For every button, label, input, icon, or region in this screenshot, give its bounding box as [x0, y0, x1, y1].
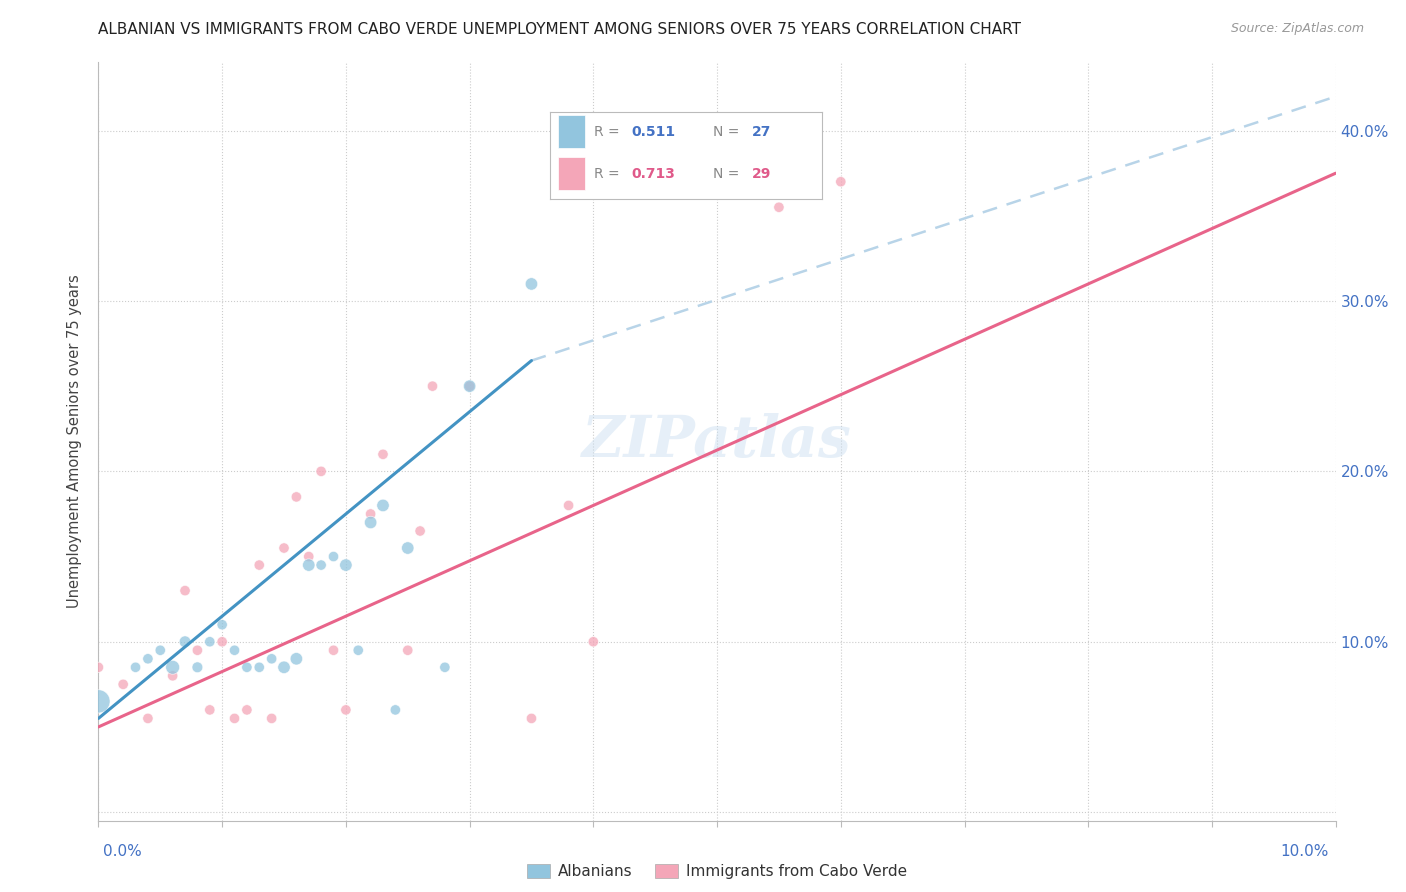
- Point: [136, 711, 159, 725]
- Point: [520, 277, 543, 291]
- Point: [112, 677, 135, 691]
- Point: [211, 617, 233, 632]
- Text: Source: ZipAtlas.com: Source: ZipAtlas.com: [1230, 22, 1364, 36]
- Point: [322, 549, 344, 564]
- Point: [409, 524, 432, 538]
- Point: [371, 447, 394, 461]
- Point: [124, 660, 146, 674]
- Point: [224, 711, 246, 725]
- Point: [174, 634, 197, 648]
- Point: [87, 694, 110, 708]
- Point: [247, 558, 270, 572]
- Point: [174, 583, 197, 598]
- Text: 0.0%: 0.0%: [103, 845, 142, 859]
- Point: [768, 200, 790, 214]
- Point: [198, 634, 221, 648]
- Point: [309, 464, 332, 478]
- Point: [582, 634, 605, 648]
- Point: [298, 549, 321, 564]
- Point: [384, 703, 406, 717]
- Point: [186, 643, 208, 657]
- Point: [347, 643, 370, 657]
- Point: [149, 643, 172, 657]
- Y-axis label: Unemployment Among Seniors over 75 years: Unemployment Among Seniors over 75 years: [67, 275, 83, 608]
- Point: [260, 711, 283, 725]
- Point: [298, 558, 321, 572]
- Point: [260, 652, 283, 666]
- Point: [285, 652, 308, 666]
- Point: [458, 379, 481, 393]
- Point: [211, 634, 233, 648]
- Text: ALBANIAN VS IMMIGRANTS FROM CABO VERDE UNEMPLOYMENT AMONG SENIORS OVER 75 YEARS : ALBANIAN VS IMMIGRANTS FROM CABO VERDE U…: [98, 22, 1021, 37]
- Point: [433, 660, 456, 674]
- Point: [557, 499, 579, 513]
- Point: [830, 175, 852, 189]
- Point: [273, 660, 295, 674]
- Point: [458, 379, 481, 393]
- Point: [396, 541, 419, 555]
- Point: [335, 703, 357, 717]
- Point: [236, 660, 259, 674]
- Point: [360, 507, 382, 521]
- Point: [162, 660, 184, 674]
- Point: [422, 379, 444, 393]
- Point: [236, 703, 259, 717]
- Point: [360, 516, 382, 530]
- Point: [198, 703, 221, 717]
- Point: [186, 660, 208, 674]
- Text: 10.0%: 10.0%: [1281, 845, 1329, 859]
- Point: [87, 660, 110, 674]
- Point: [520, 711, 543, 725]
- Point: [285, 490, 308, 504]
- Point: [224, 643, 246, 657]
- Text: ZIPatlas: ZIPatlas: [582, 413, 852, 470]
- Legend: Albanians, Immigrants from Cabo Verde: Albanians, Immigrants from Cabo Verde: [522, 858, 912, 885]
- Point: [396, 643, 419, 657]
- Point: [136, 652, 159, 666]
- Point: [371, 499, 394, 513]
- Point: [335, 558, 357, 572]
- Point: [247, 660, 270, 674]
- Point: [273, 541, 295, 555]
- Point: [162, 669, 184, 683]
- Point: [322, 643, 344, 657]
- Point: [309, 558, 332, 572]
